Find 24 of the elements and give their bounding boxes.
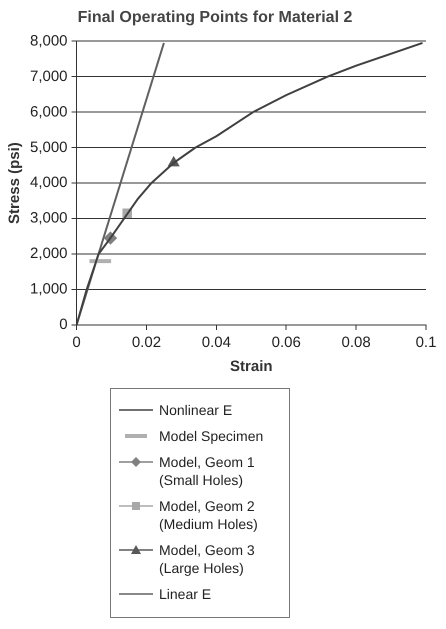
x-tick-label: 0.1 xyxy=(416,334,436,352)
y-tick-label: 8,000 xyxy=(30,32,68,50)
x-tick-label: 0.04 xyxy=(202,334,231,352)
y-tick-label: 7,000 xyxy=(30,68,68,85)
legend-label: Model Specimen xyxy=(159,427,264,445)
x-axis-title: Strain xyxy=(230,358,273,376)
legend-label: Nonlinear E xyxy=(159,401,234,419)
legend-label: Linear E xyxy=(159,585,212,603)
x-tick-label: 0.02 xyxy=(132,334,162,352)
y-tick-label: 5,000 xyxy=(30,138,68,156)
legend-label: Model, Geom 2 (Medium Holes) xyxy=(159,497,259,533)
y-tick-label: 0 xyxy=(59,316,68,334)
y-tick-label: 6,000 xyxy=(30,103,68,120)
legend-label: Model, Geom 3 (Large Holes) xyxy=(159,541,256,577)
chart-title: Final Operating Points for Material 2 xyxy=(78,9,352,26)
y-tick-label: 4,000 xyxy=(30,174,68,192)
y-axis-title: Stress (psi) xyxy=(6,142,24,224)
y-tick-label: 1,000 xyxy=(30,280,68,298)
x-tick-label: 0.06 xyxy=(272,334,301,352)
y-tick-label: 3,000 xyxy=(30,210,68,227)
x-tick-label: 0 xyxy=(72,334,81,352)
legend-label: Model, Geom 1 (Small Holes) xyxy=(159,453,256,489)
y-tick-label: 2,000 xyxy=(30,245,68,262)
x-tick-label: 0.08 xyxy=(342,334,371,352)
